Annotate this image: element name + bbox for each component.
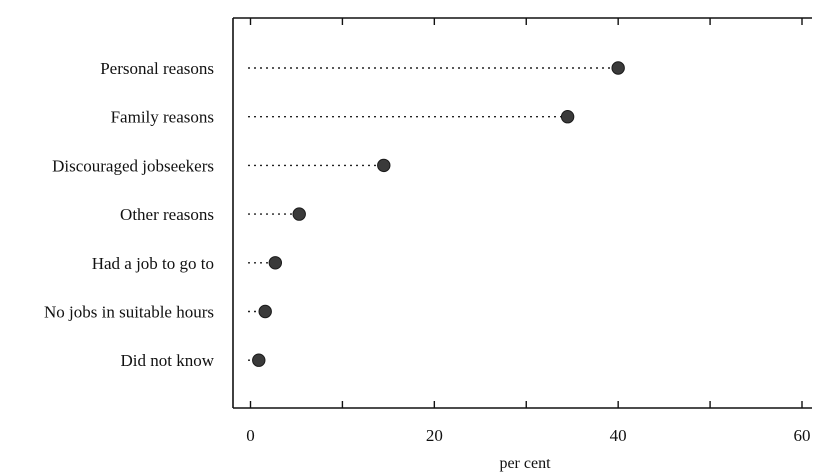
x-tick-label: 60	[794, 426, 811, 445]
data-point	[252, 353, 266, 367]
x-tick-label: 0	[246, 426, 255, 445]
data-point	[268, 256, 283, 270]
data-points	[252, 61, 625, 367]
category-label: Personal reasons	[100, 59, 214, 78]
x-tick-labels: 0 20 40 60	[246, 426, 810, 445]
x-axis-ticks	[249, 18, 803, 408]
category-label: Family reasons	[111, 108, 214, 127]
category-labels: Personal reasons Family reasons Discourage…	[44, 59, 215, 370]
x-axis-title: per cent	[499, 455, 551, 472]
x-tick-label: 20	[426, 426, 443, 445]
leader-lines	[248, 67, 613, 361]
category-label: Discouraged jobseekers	[52, 156, 214, 175]
category-label: Did not know	[121, 351, 215, 370]
data-point	[258, 304, 272, 319]
plot-frame	[232, 17, 812, 409]
x-tick-label: 40	[610, 426, 627, 445]
category-label: Other reasons	[120, 205, 214, 224]
data-point	[560, 110, 575, 124]
data-point	[377, 158, 391, 173]
category-label: No jobs in suitable hours	[44, 303, 214, 322]
data-point	[611, 61, 625, 75]
data-point	[292, 207, 306, 221]
category-label: Had a job to go to	[92, 254, 214, 273]
